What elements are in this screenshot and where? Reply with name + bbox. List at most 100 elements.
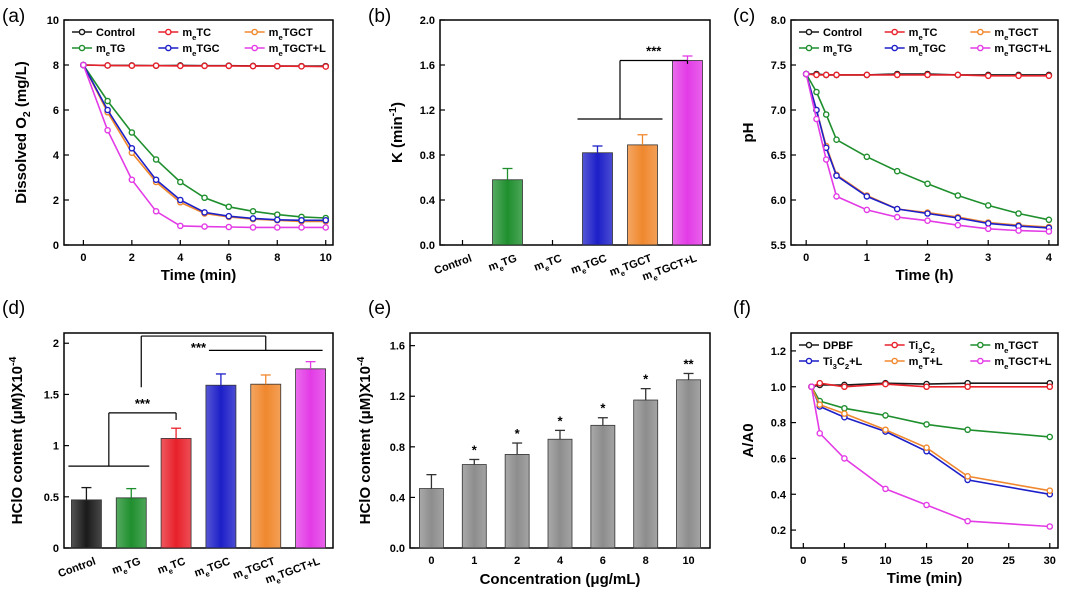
panel-e-sig-stars: ** [684, 356, 695, 371]
panel-c-ytick-label: 5.5 [771, 240, 786, 252]
panel-c-ytick-label: 7.5 [771, 60, 786, 72]
panel-e-xlabel: Concentration (μg/mL) [480, 571, 641, 588]
panel-e-category-label: 8 [643, 555, 649, 567]
panel-f-frame [790, 332, 1059, 549]
panel-c-ytick-label: 7.0 [771, 105, 786, 117]
panel-e-sig-stars: * [600, 401, 606, 416]
panel-c-xlabel: Time (h) [895, 267, 953, 284]
panel-a-data-point [104, 106, 111, 114]
panel-f-ytick-label: 0.8 [771, 418, 786, 430]
panel-a-data-point [249, 215, 257, 222]
panel-a-data-point [225, 223, 233, 231]
panel-c-series-line [805, 73, 1049, 229]
panel-d-sig-stars: *** [135, 396, 151, 411]
panel-e-bar [461, 464, 487, 549]
panel-d-ylabel: HClO content (μM)X10-4 [7, 356, 26, 524]
panel-f-legend-marker [891, 357, 898, 365]
panel-c-frame [790, 19, 1059, 246]
panel-c-data-point [984, 72, 992, 80]
panel-a-panel-label: (a) [2, 6, 25, 27]
panel-a-data-point [273, 216, 281, 224]
panel-d-bar [71, 499, 102, 549]
panel-c-data-point [893, 167, 901, 175]
panel-e-category-label: 4 [557, 555, 564, 567]
panel-c-data-point [954, 214, 962, 222]
panel-e-category-label: 2 [514, 555, 520, 567]
panel-c-data-point [1045, 216, 1053, 224]
panel-d-ytick-label: 1 [53, 441, 59, 453]
panel-a-ytick-label: 10 [47, 15, 59, 27]
panel-b-ytick-label: 0.0 [420, 240, 435, 252]
panel-f-legend-label: DPBF [823, 340, 853, 352]
panel-f-xtick-label: 0 [800, 555, 806, 567]
panel-b-sig-stars: *** [646, 44, 662, 59]
panel-e-panel-label: (e) [368, 298, 391, 319]
panel-a-data-point [177, 196, 184, 204]
panel-f-ylabel: A/A0 [740, 423, 757, 457]
panel-a-data-point [177, 222, 184, 230]
panel-c-data-point [1015, 72, 1022, 80]
panel-a-data-point [152, 207, 160, 215]
panel-c-data-point [863, 153, 871, 161]
panel-a-data-point [152, 62, 160, 69]
panel-e-bar [419, 488, 444, 549]
panel-c-legend-label: meTGCT [994, 27, 1038, 42]
panel-a-data-point [152, 176, 160, 184]
panel-a-data-point [104, 126, 111, 134]
panel-c-data-point [924, 210, 931, 217]
panel-a-data-point [298, 63, 305, 70]
panel-f-data-point [882, 426, 889, 434]
panel-a-data-point [152, 156, 160, 163]
panel-f-ytick-label: 0.4 [771, 489, 787, 501]
panel-e-category-label: 6 [600, 555, 606, 567]
panel-f-data-point [1046, 523, 1054, 530]
panel-b-bar [492, 179, 523, 246]
panel-f-data-point [816, 379, 824, 387]
panel-f-data-point [841, 383, 848, 391]
panel-c-legend-marker [977, 28, 984, 36]
panel-f-ytick-label: 1.2 [771, 346, 786, 358]
panel-a-data-point [249, 207, 257, 215]
panel-c-data-point [1045, 228, 1053, 235]
panel-d-ytick-label: 2 [53, 338, 59, 350]
panel-a-legend-marker [251, 44, 258, 52]
panel-a-legend-label: meTG [96, 43, 125, 58]
panel-a-ytick-label: 2 [53, 195, 59, 207]
panel-a-data-point [104, 62, 111, 69]
panel-a-xtick-label: 10 [320, 252, 332, 264]
panel-a-data-point [201, 209, 208, 216]
panel-f-legend-label: meTGCT [994, 340, 1038, 355]
panel-f-legend-marker [977, 357, 984, 365]
panel-b-panel-label: (b) [368, 6, 391, 27]
panel-e-ytick-label: 1.6 [390, 341, 405, 353]
panel-a-data-point [225, 62, 233, 70]
panel-a-data-point [225, 203, 233, 211]
panel-f-data-point [1046, 433, 1054, 441]
panel-f-legend-label: Ti3C2 [909, 340, 935, 355]
panel-a-data-point [322, 224, 330, 231]
panel-d-category-label: meTGC [193, 556, 233, 583]
panel-c-data-point [893, 205, 901, 213]
panel-a-legend-label: meTGCT+L [269, 43, 326, 58]
panel-d-ytick-label: 0.5 [44, 492, 59, 504]
panel-f-legend-marker [891, 341, 898, 349]
panel-b-ytick-label: 1.2 [420, 105, 435, 117]
panel-a-data-point [249, 62, 257, 70]
panel-c-xtick-label: 2 [924, 252, 930, 264]
panel-d-bar [295, 368, 326, 549]
panel-a-data-point [80, 61, 87, 69]
panel-c-data-point [802, 70, 810, 78]
panel-c-data-point [813, 88, 820, 96]
panel-f-data-point [923, 421, 930, 428]
panel-e-ytick-label: 0.0 [390, 543, 405, 555]
panel-d-ytick-label: 1.5 [44, 389, 59, 401]
panel-c-legend-marker [805, 28, 813, 36]
panel-c-data-point [1015, 210, 1022, 217]
panel-f-legend-label: Ti3C2+L [823, 356, 863, 371]
panel-e-bar [633, 399, 659, 549]
panel-a-ytick-label: 4 [53, 150, 60, 162]
panel-c-data-point [822, 111, 830, 118]
panel-f-data-point [841, 455, 848, 462]
panel-c-ytick-label: 8.0 [771, 15, 786, 27]
panel-c-legend-label: meTGCT+L [994, 43, 1051, 58]
